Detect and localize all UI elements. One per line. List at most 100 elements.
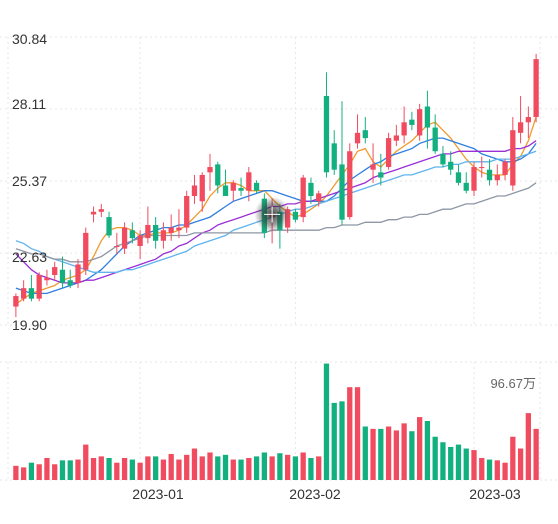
candle-body bbox=[207, 167, 213, 173]
volume-bar bbox=[129, 459, 135, 480]
candle-body bbox=[378, 172, 384, 178]
candle-body bbox=[292, 211, 299, 220]
volume-bar bbox=[308, 457, 314, 480]
candle-body bbox=[354, 132, 361, 144]
volume-bar bbox=[121, 457, 128, 480]
volume-bar bbox=[83, 444, 89, 480]
volume-bar bbox=[230, 459, 236, 480]
candle-body bbox=[215, 164, 221, 186]
volume-bar bbox=[448, 446, 454, 480]
volume-bar bbox=[246, 457, 252, 480]
candle-body bbox=[246, 172, 252, 191]
y-tick-label: 19.90 bbox=[12, 317, 47, 333]
candle-body bbox=[525, 117, 531, 123]
candle-body bbox=[184, 196, 190, 228]
candle-body bbox=[494, 174, 500, 181]
volume-bar bbox=[455, 444, 462, 480]
candle-body bbox=[106, 217, 112, 236]
candle-body bbox=[222, 185, 229, 197]
candle-body bbox=[409, 119, 415, 125]
volume-bar bbox=[44, 457, 50, 480]
volume-bar bbox=[432, 436, 438, 480]
volume-bar bbox=[36, 464, 42, 480]
candle-body bbox=[370, 164, 376, 170]
volume-bar bbox=[269, 456, 275, 480]
candle-body bbox=[21, 288, 27, 299]
y-tick-label: 30.84 bbox=[12, 31, 47, 47]
volume-bar bbox=[98, 456, 104, 480]
candle-body bbox=[401, 122, 407, 136]
volume-bar bbox=[28, 462, 35, 480]
volume-bar bbox=[510, 436, 516, 480]
volume-bars bbox=[13, 363, 539, 480]
volume-bar bbox=[417, 417, 423, 480]
candle-body bbox=[59, 269, 66, 283]
candle-body bbox=[486, 169, 493, 181]
volume-bar bbox=[277, 453, 283, 480]
crosshair-marker bbox=[254, 196, 291, 233]
candle-body bbox=[463, 182, 469, 191]
candle-body bbox=[510, 130, 516, 186]
candle-body bbox=[13, 296, 19, 307]
candle-body bbox=[90, 211, 97, 215]
x-tick-label: 2023-03 bbox=[469, 486, 521, 502]
volume-max-label: 96.67万 bbox=[490, 376, 536, 391]
volume-bar bbox=[292, 456, 299, 480]
candle-body bbox=[432, 127, 438, 152]
x-tick-label: 2023-01 bbox=[132, 486, 184, 502]
volume-bar bbox=[238, 459, 244, 480]
candle-body bbox=[168, 227, 174, 233]
volume-bar bbox=[370, 428, 376, 480]
candle-body bbox=[424, 106, 431, 128]
ma10-line bbox=[15, 137, 537, 295]
candle-body bbox=[199, 174, 205, 202]
candle-body bbox=[417, 109, 423, 136]
candle-body bbox=[331, 143, 337, 170]
volume-bar bbox=[494, 460, 500, 480]
candle-body bbox=[238, 188, 244, 191]
candle-body bbox=[253, 182, 260, 191]
candle-body bbox=[385, 138, 392, 168]
volume-bar bbox=[153, 456, 159, 480]
volume-bar bbox=[253, 456, 260, 480]
volume-bar bbox=[75, 459, 81, 480]
y-tick-label: 25.37 bbox=[12, 173, 47, 189]
candle-body bbox=[83, 232, 89, 270]
candle-body bbox=[393, 135, 399, 141]
candle-body bbox=[160, 230, 167, 241]
volume-bar bbox=[479, 457, 485, 480]
candle-body bbox=[67, 280, 73, 286]
x-tick-label: 2023-02 bbox=[289, 486, 341, 502]
volume-bar bbox=[354, 387, 361, 480]
volume-bar bbox=[21, 467, 27, 480]
volume-bar bbox=[59, 460, 66, 480]
candle-body bbox=[479, 167, 485, 169]
candle-body bbox=[339, 164, 345, 220]
volume-bar bbox=[424, 421, 431, 480]
volume-bar bbox=[440, 442, 446, 480]
volume-bar bbox=[13, 465, 19, 480]
volume-bar bbox=[261, 452, 267, 480]
volume-bar bbox=[486, 459, 493, 480]
volume-bar bbox=[323, 363, 330, 480]
candlesticks bbox=[13, 53, 539, 318]
volume-bar bbox=[52, 464, 58, 480]
candle-body bbox=[75, 264, 81, 283]
volume-bar bbox=[90, 457, 97, 480]
candle-body bbox=[145, 224, 151, 239]
volume-bar bbox=[378, 428, 384, 480]
volume-bar bbox=[471, 450, 477, 480]
volume-bar bbox=[409, 431, 415, 480]
volume-bar bbox=[393, 430, 399, 480]
candle-body bbox=[362, 130, 368, 139]
candle-body bbox=[347, 151, 353, 218]
volume-bar bbox=[316, 456, 322, 480]
candle-body bbox=[36, 274, 42, 299]
candle-body bbox=[517, 122, 524, 133]
volume-bar bbox=[463, 448, 469, 480]
volume-bar bbox=[517, 448, 524, 480]
candle-body bbox=[137, 235, 143, 247]
candle-body bbox=[176, 227, 182, 231]
